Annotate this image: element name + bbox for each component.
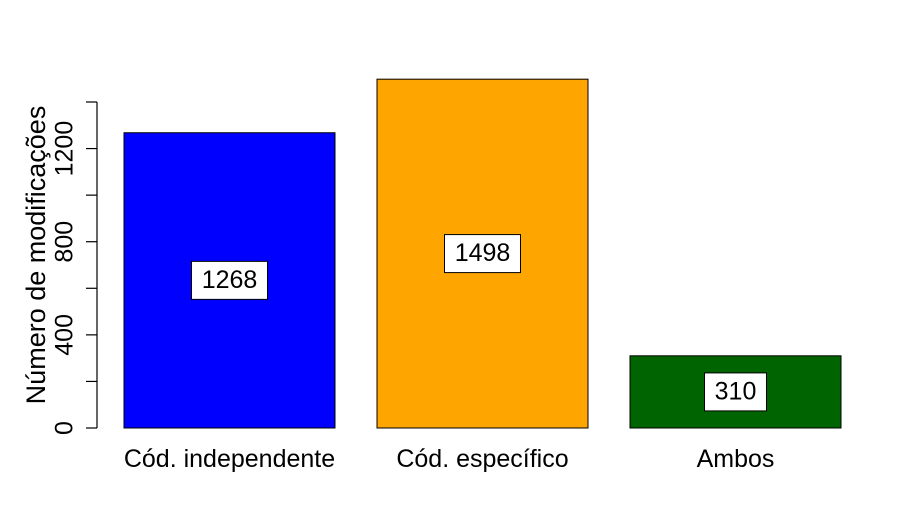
y-tick-label: 800 [51,221,79,263]
y-tick-label: 400 [51,314,79,356]
x-category-label: Cód. independente [124,445,335,473]
data-label-box [444,234,521,274]
y-tick-label: 1200 [51,121,79,177]
bar [123,132,336,429]
x-category-label: Cód. específico [396,445,568,473]
y-tick-label: 0 [51,421,79,435]
data-label-box [191,260,268,300]
data-label: 1498 [455,239,511,267]
data-label: 1268 [202,266,258,294]
y-axis: 0 400 800 1200 [51,101,98,435]
y-axis-title: Número de modificações [21,106,51,405]
x-axis-labels: Cód. independente Cód. específico Ambos [124,445,775,473]
data-label: 310 [715,378,757,406]
bars: 1268 1498 310 [123,78,842,429]
x-category-label: Ambos [697,445,775,473]
bar [629,355,842,429]
data-label-box [704,372,767,412]
